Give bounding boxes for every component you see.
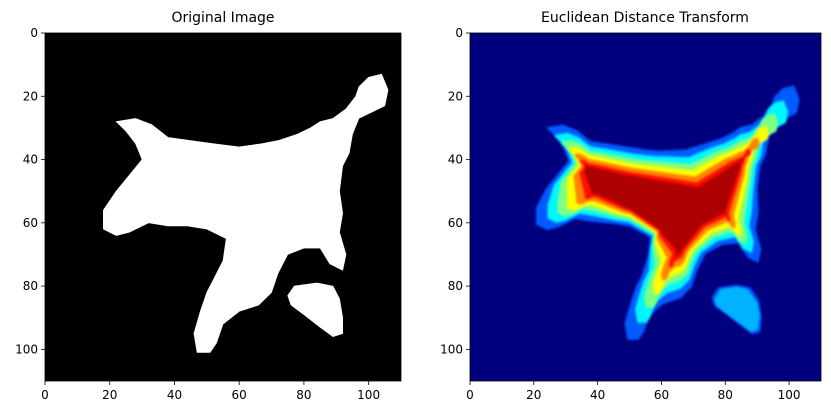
x-tick-label: 0 [466,388,474,402]
distance-transform-frame [469,32,822,382]
y-tick-label: 20 [448,89,463,103]
y-tick-label: 60 [23,216,38,230]
x-tick-label: 60 [654,388,669,402]
y-tick-label: 100 [15,342,38,356]
distance-contour-body-6 [584,158,744,257]
y-tick-label: 60 [448,216,463,230]
distance-transform-marks [536,85,800,340]
x-tick-label: 20 [526,388,541,402]
panel-title-original: Original Image [171,10,274,26]
x-tick-label: 40 [167,388,182,402]
mask-region-blob [287,282,344,338]
mask-region-body [103,73,389,353]
distance-transform-ticks: 0 20 40 60 80 100 0 20 40 60 80 100 [440,26,800,402]
distance-transform-panel: Euclidean Distance Transform 0 20 40 60 80 10… [440,10,822,402]
y-tick-label: 100 [440,342,463,356]
x-tick-label: 40 [590,388,605,402]
original-image-ticks: 0 20 40 60 80 100 0 20 40 60 80 100 [15,26,380,402]
x-tick-label: 20 [102,388,117,402]
y-tick-label: 80 [448,279,463,293]
x-tick-label: 100 [778,388,801,402]
y-tick-label: 40 [448,153,463,167]
panel-title-distance-transform: Euclidean Distance Transform [541,10,749,26]
original-image-marks [103,73,389,353]
y-tick-label: 80 [23,279,38,293]
x-tick-label: 80 [718,388,733,402]
original-image-panel: Original Image 0 20 40 60 80 100 0 20 40 60 80 100 [15,10,402,402]
y-tick-label: 0 [30,26,38,40]
y-tick-label: 40 [23,153,38,167]
y-tick-label: 0 [455,26,463,40]
x-tick-label: 0 [41,388,49,402]
x-tick-label: 80 [296,388,311,402]
y-tick-label: 20 [23,89,38,103]
x-tick-label: 60 [232,388,247,402]
original-image-frame [44,32,402,382]
x-tick-label: 100 [357,388,380,402]
distance-contour-blob-8 [714,286,760,332]
